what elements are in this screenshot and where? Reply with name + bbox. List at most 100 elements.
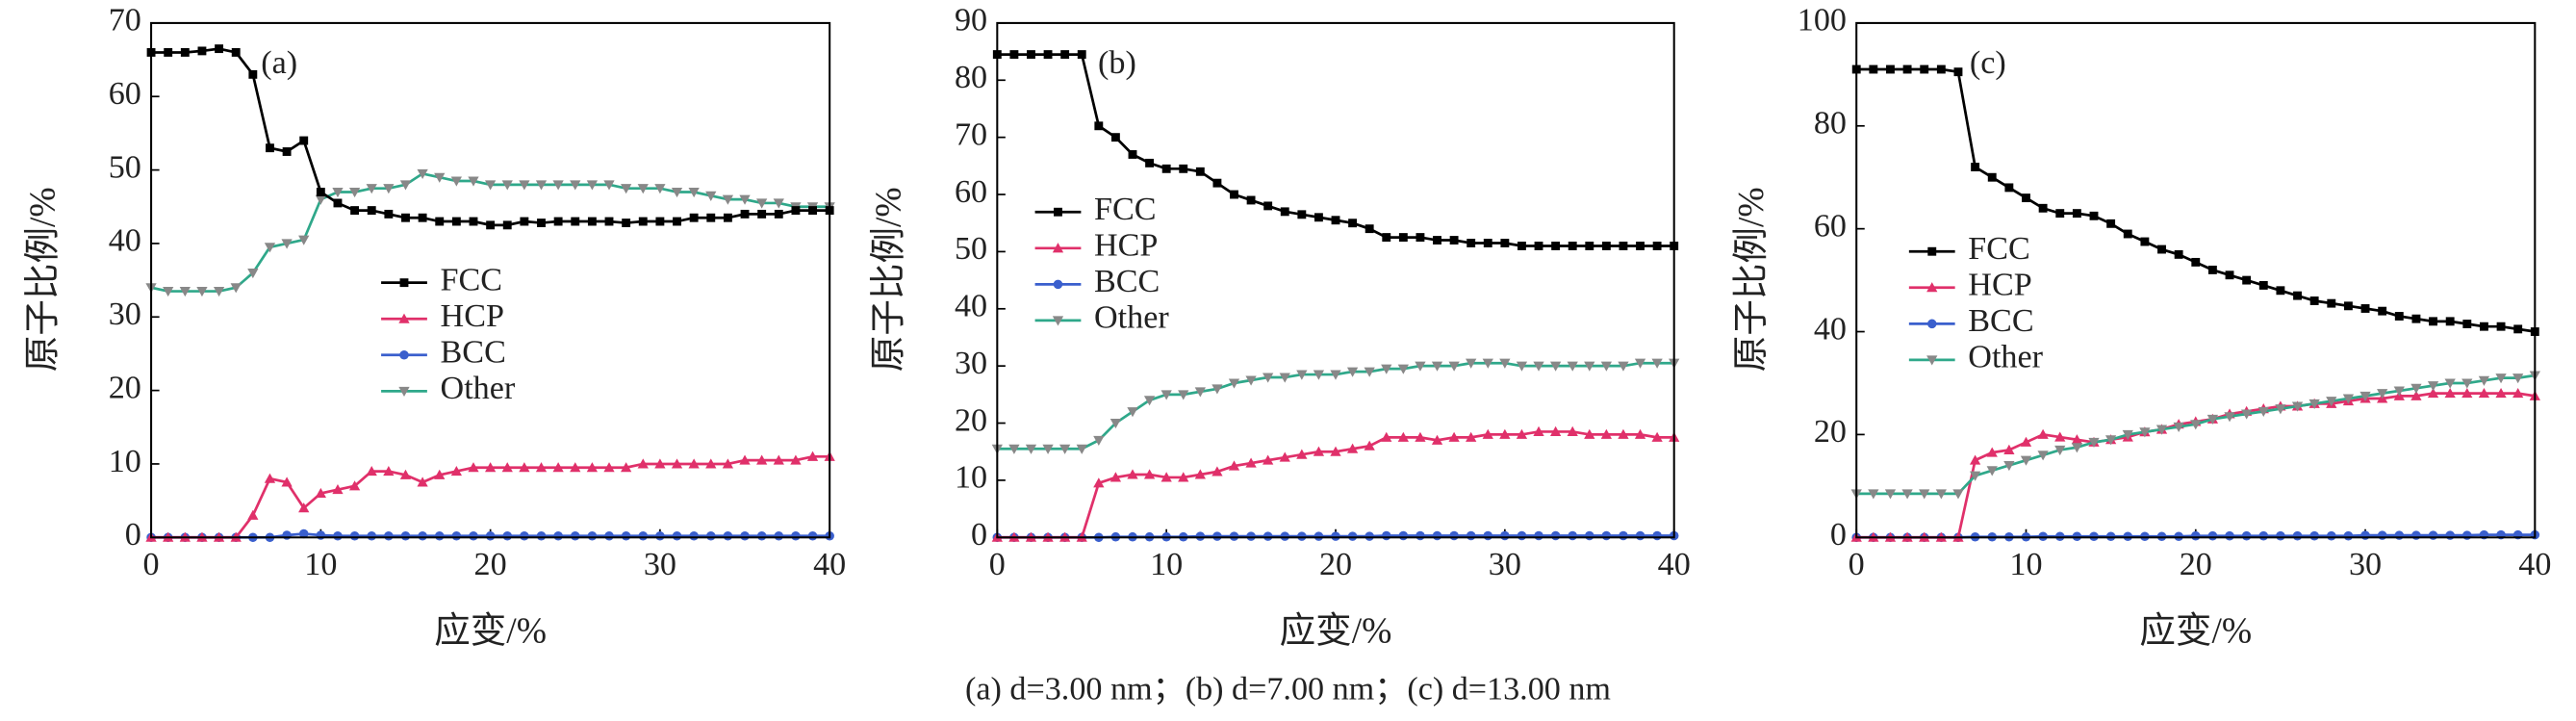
marker [1297,210,1307,219]
marker [689,213,699,222]
marker [2139,427,2151,438]
marker [740,209,750,219]
y-axis-label: 原子比例/% [1732,187,1772,372]
marker [230,283,242,294]
marker [1246,195,1256,205]
marker [1228,460,1240,471]
marker [2037,451,2049,461]
marker [298,528,309,539]
legend-label: FCC [1094,192,1157,227]
panel-label: (c) [1970,45,2006,81]
legend-marker [398,386,410,397]
marker [367,206,376,216]
marker [215,44,224,54]
marker [2020,455,2032,466]
marker [2360,304,2370,313]
marker [2444,388,2456,399]
x-axis-label: 应变/% [1280,611,1392,652]
marker [1381,431,1392,442]
marker [1415,361,1426,372]
legend-label: FCC [441,262,503,297]
marker [1008,444,1020,454]
marker [673,217,681,226]
legend-label: HCP [1094,228,1158,264]
marker [282,147,292,156]
series [1851,64,2539,336]
marker [417,168,428,180]
x-tick-label: 40 [2518,547,2551,582]
marker [417,476,428,487]
marker [1584,428,1595,439]
marker [1364,440,1375,451]
y-tick-label: 0 [125,517,141,553]
marker [1634,358,1646,369]
marker [1600,361,1613,372]
y-tick-label: 40 [109,223,141,259]
marker [2173,422,2184,433]
marker [1920,64,1929,74]
marker [1297,531,1307,541]
marker [1567,425,1578,436]
marker [502,530,513,541]
marker [451,217,461,226]
plot-frame [150,21,831,539]
marker [1331,216,1340,225]
marker [1094,121,1104,131]
y-tick-label: 0 [971,517,987,553]
marker [2478,388,2490,399]
legend-marker [1926,355,1938,366]
marker [1466,431,1477,442]
marker [1262,531,1273,541]
series [145,451,835,542]
marker [2071,443,2083,453]
marker [1550,530,1561,541]
marker [723,530,733,541]
legend-label: HCP [441,298,504,334]
y-tick-label: 80 [955,60,987,95]
marker [1348,219,1358,228]
marker [213,287,225,297]
marker [2241,409,2253,420]
marker [1431,434,1443,445]
marker [468,176,479,187]
marker [1093,435,1105,446]
marker [1651,431,1663,442]
y-tick-label: 60 [1814,208,1847,244]
marker [366,465,377,476]
marker [570,462,581,473]
marker [1868,489,1879,500]
legend-marker [399,278,409,288]
marker [1262,454,1274,465]
marker [1416,233,1425,243]
marker [248,69,258,79]
legend-label: Other [1094,300,1169,336]
marker [1618,428,1629,439]
marker [1500,239,1510,247]
marker [418,530,427,541]
legend-marker [1053,279,1063,290]
y-tick-label: 0 [1830,517,1847,553]
marker [570,180,581,191]
y-axis-label: 原子比例/% [23,187,63,372]
marker [2225,530,2234,541]
marker [1636,242,1645,250]
marker [1416,530,1425,541]
marker [1431,361,1443,372]
marker [484,462,497,473]
marker [2258,281,2268,290]
marker [621,530,631,541]
marker [2038,531,2048,541]
marker [1549,361,1562,372]
y-tick-label: 70 [109,3,141,39]
marker [1568,242,1577,250]
marker [655,530,665,541]
marker [468,462,479,473]
marker [315,487,326,498]
marker [808,206,817,216]
marker [399,180,412,191]
marker [163,287,174,297]
marker [587,530,598,541]
marker [552,462,564,473]
y-axis-label: 原子比例/% [870,187,909,372]
marker [1228,378,1240,389]
